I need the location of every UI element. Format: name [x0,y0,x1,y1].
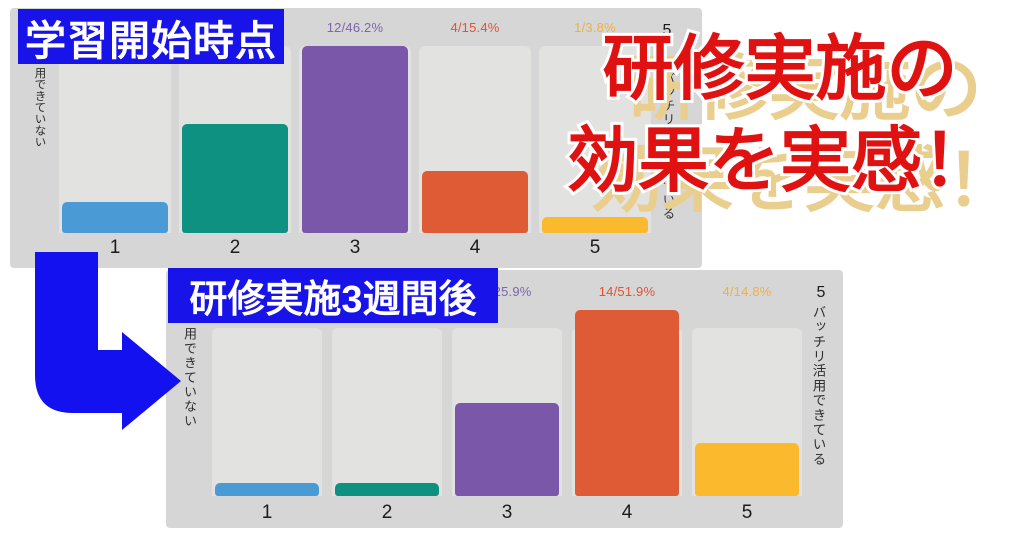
left-axis-label: 用できていない [182,327,197,429]
headline-line1: 研修実施の [599,27,960,112]
x-tick-label-3: 3 [501,502,513,523]
bar-value-label-3: 12/46.2% [326,20,384,35]
bar-category-5 [542,217,648,233]
bar-value-label-5: 1/3.8% [574,20,616,35]
x-tick-label-4: 4 [621,502,633,523]
chart-panel-before: 1 2 12/46.2% 3 4/15.4% 4 1/3.8% 5 用できていない 5 バッチリ活用… [10,8,702,268]
bar-category-1 [215,483,319,496]
x-tick-label-1: 1 [261,502,273,523]
headline-line2: 効果を実感！ [564,119,996,204]
banner-after-label: 研修実施3週間後 [168,268,498,323]
right-axis-number: 5 [662,22,672,39]
bar-category-3 [302,46,408,233]
headline-shadow-line2: 効果を実感！ [590,142,1017,221]
bar-category-4 [422,171,528,233]
headline-text: 研修実施の 効果を実感！ [540,24,1020,208]
right-axis-label: バッチリ活用できている [660,72,675,221]
x-tick-label-2: 2 [229,237,241,258]
x-tick-label-3: 3 [349,237,361,258]
x-tick-label-5: 5 [741,502,753,523]
bar-category-2 [182,124,288,233]
bar-track-1 [59,46,171,233]
headline-shadow-line1: 研修実施の [626,50,982,129]
left-axis-label: 用できていない [33,67,46,148]
bar-category-4 [575,310,679,496]
bar-track-1 [212,328,322,496]
bar-track-2 [332,328,442,496]
bar-category-5 [695,443,799,496]
bar-value-label-4: 14/51.9% [598,284,656,299]
bar-category-2 [335,483,439,496]
x-tick-label-5: 5 [589,237,601,258]
bar-value-label-4: 4/15.4% [450,20,500,35]
x-tick-label-1: 1 [109,237,121,258]
bar-value-label-5: 4/14.8% [722,284,772,299]
right-axis-number: 5 [816,284,826,301]
bar-category-1 [62,202,168,233]
right-axis-label: バッチリ活用できている [810,305,826,467]
bar-track-5 [539,46,651,233]
headline-shadow-text: 研修実施の 効果を実感！ [564,44,1024,228]
x-tick-label-2: 2 [381,502,393,523]
bar-category-3 [455,403,559,496]
x-tick-label-4: 4 [469,237,481,258]
banner-before-label: 学習開始時点 [18,9,284,64]
